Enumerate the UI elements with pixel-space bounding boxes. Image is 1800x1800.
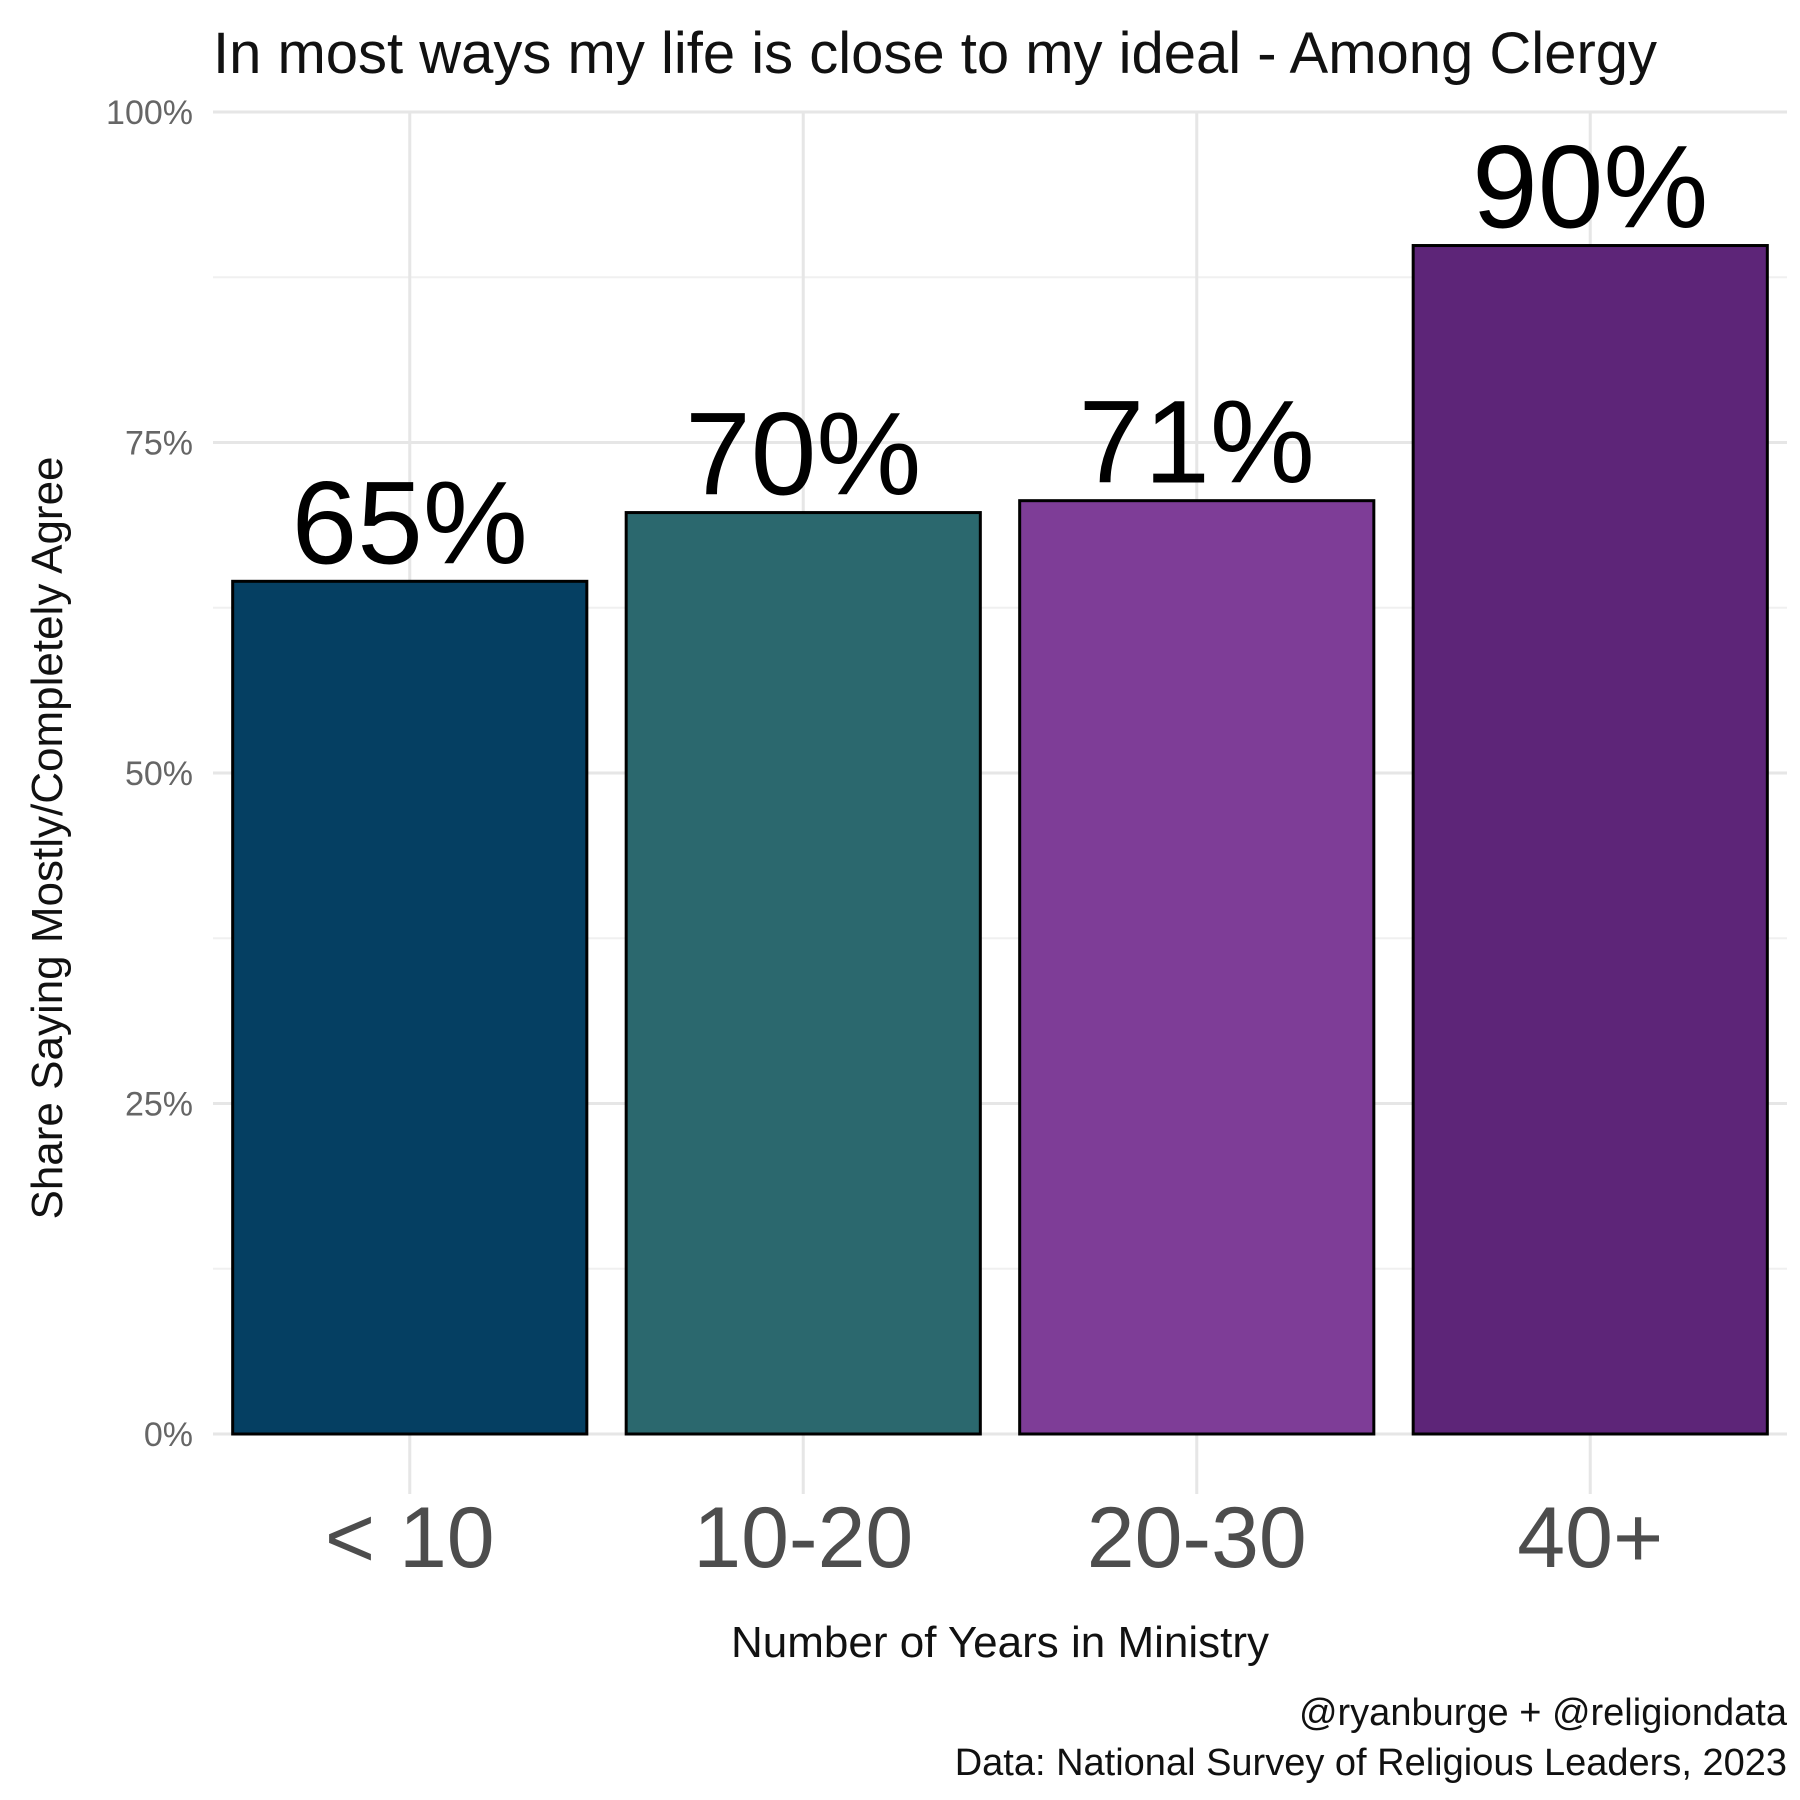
bar bbox=[624, 511, 982, 1436]
y-tick-label: 25% bbox=[125, 1086, 193, 1124]
y-axis-ticks: 0% 25% 50% 75% 100% bbox=[106, 94, 193, 1454]
bar bbox=[1018, 499, 1376, 1436]
data-label: 65% bbox=[292, 457, 528, 589]
caption-credit: @ryanburge + @religiondata bbox=[1299, 1692, 1788, 1734]
caption-source: Data: National Survey of Religious Leade… bbox=[955, 1742, 1787, 1784]
y-axis-label: Share Saying Mostly/Completely Agree bbox=[23, 456, 72, 1219]
bar bbox=[1411, 244, 1769, 1436]
y-tick-label: 100% bbox=[106, 94, 193, 132]
data-labels: 65% 70% 71% 90% bbox=[292, 122, 1709, 590]
data-label: 70% bbox=[685, 389, 921, 521]
bars bbox=[231, 244, 1769, 1436]
y-tick-label: 0% bbox=[144, 1416, 193, 1454]
chart-title: In most ways my life is close to my idea… bbox=[213, 21, 1657, 86]
data-label: 71% bbox=[1079, 377, 1315, 509]
x-tick-label: 40+ bbox=[1517, 1490, 1663, 1586]
x-axis-ticks: < 10 10-20 20-30 40+ bbox=[325, 1490, 1663, 1586]
y-tick-label: 50% bbox=[125, 755, 193, 793]
x-tick-label: < 10 bbox=[325, 1490, 495, 1586]
x-tick-label: 20-30 bbox=[1087, 1490, 1307, 1586]
bar bbox=[231, 579, 589, 1436]
x-tick-label: 10-20 bbox=[693, 1490, 913, 1586]
data-label: 90% bbox=[1472, 122, 1708, 254]
x-axis-label: Number of Years in Ministry bbox=[731, 1618, 1269, 1667]
y-tick-label: 75% bbox=[125, 425, 193, 463]
